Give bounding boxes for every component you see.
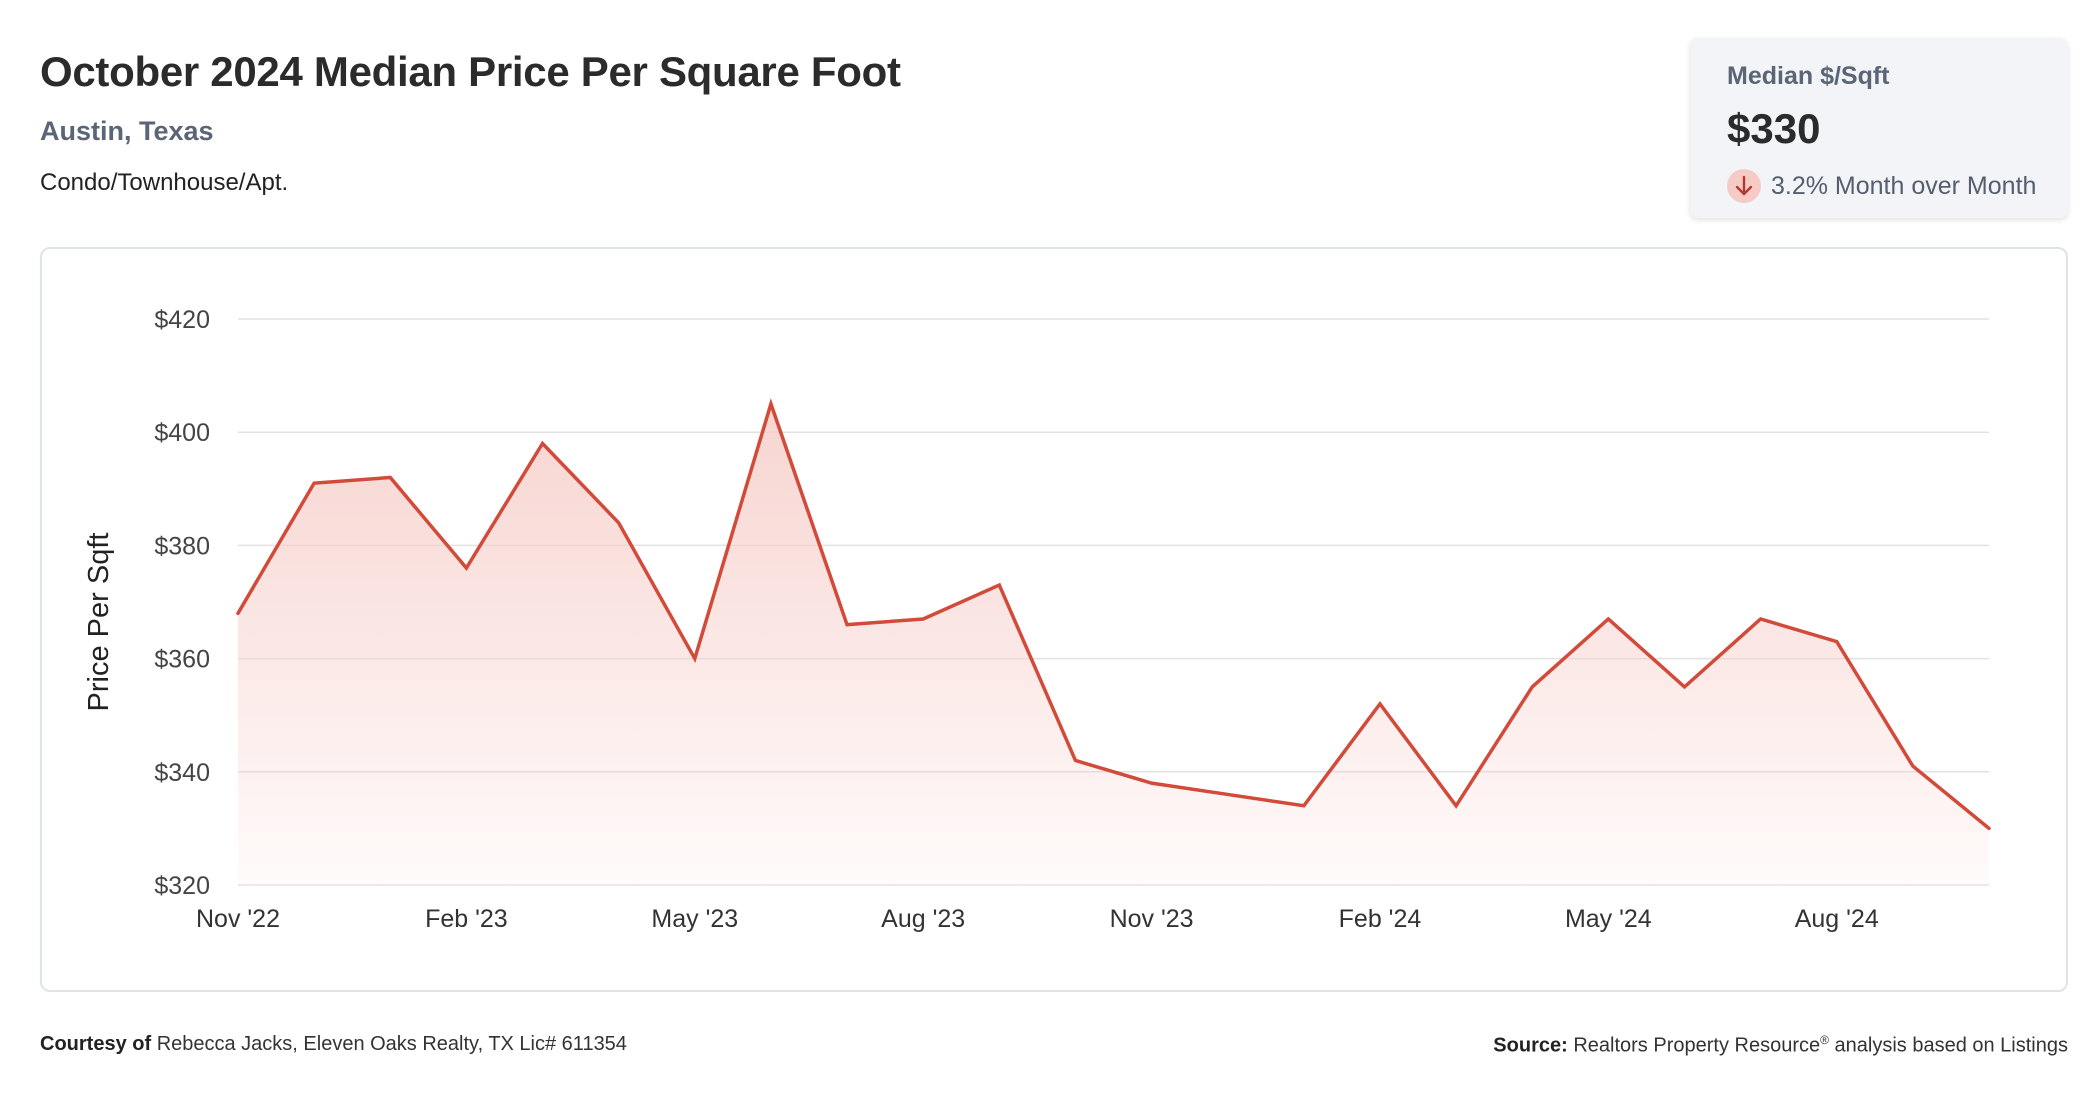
y-tick-label: $320	[154, 872, 210, 900]
data-point	[768, 401, 774, 407]
stat-change: 3.2% Month over Month	[1727, 169, 2068, 203]
data-point	[1225, 791, 1231, 797]
y-axis-label: Price Per Sqft	[83, 533, 115, 712]
data-point	[1910, 763, 1916, 769]
x-tick-label: Nov '23	[1110, 905, 1194, 933]
data-point	[1681, 684, 1687, 690]
chart-container: $320 $340 $360 $380 $400 $420 Nov '22 Feb '23 Ma…	[40, 247, 2068, 992]
y-tick-label: $420	[154, 306, 210, 334]
series-area	[238, 403, 1989, 885]
data-point	[387, 474, 393, 480]
data-point	[996, 582, 1002, 588]
data-point	[1072, 757, 1078, 763]
x-tick-label: Aug '23	[881, 905, 965, 933]
data-point	[1453, 803, 1459, 809]
y-tick-label: $340	[154, 759, 210, 787]
data-point	[1605, 616, 1611, 622]
price-per-sqft-chart: $320 $340 $360 $380 $400 $420 Nov '22 Feb '23 Ma…	[83, 306, 1992, 933]
x-tick-label: Nov '22	[196, 905, 280, 933]
x-tick-label: May '23	[651, 905, 738, 933]
courtesy-label: Courtesy of	[40, 1033, 152, 1055]
stat-change-text: 3.2% Month over Month	[1771, 171, 2037, 200]
registered-mark: ®	[1820, 1033, 1829, 1047]
data-point	[1986, 825, 1992, 831]
data-point	[463, 565, 469, 571]
data-point	[1377, 701, 1383, 707]
data-point	[1149, 780, 1155, 786]
data-point	[844, 622, 850, 628]
data-point	[1758, 616, 1764, 622]
x-tick-label: Feb '23	[425, 905, 508, 933]
data-point	[1834, 639, 1840, 645]
arrow-down-icon	[1727, 169, 1761, 203]
data-point	[235, 610, 241, 616]
data-point	[1529, 684, 1535, 690]
x-tick-label: Feb '24	[1339, 905, 1422, 933]
data-point	[311, 480, 317, 486]
x-tick-label: Aug '24	[1795, 905, 1879, 933]
property-type-label: Condo/Townhouse/Apt.	[40, 169, 289, 196]
data-point	[920, 616, 926, 622]
median-stat-card: Median $/Sqft $330 3.2% Month over Month	[1690, 38, 2068, 218]
source-label: Source:	[1493, 1034, 1568, 1057]
page-title: October 2024 Median Price Per Square Foo…	[40, 48, 901, 95]
data-point	[692, 656, 698, 662]
courtesy-footer: Courtesy of Rebecca Jacks, Eleven Oaks R…	[40, 1033, 627, 1056]
y-tick-label: $360	[154, 646, 210, 674]
source-name: Realtors Property Resource	[1573, 1034, 1821, 1057]
location-subtitle: Austin, Texas	[40, 116, 214, 146]
y-tick-label: $400	[154, 419, 210, 447]
header: October 2024 Median Price Per Square Foo…	[40, 48, 901, 197]
courtesy-text: Rebecca Jacks, Eleven Oaks Realty, TX Li…	[156, 1033, 627, 1055]
x-tick-label: May '24	[1565, 905, 1652, 933]
data-point	[1301, 803, 1307, 809]
y-tick-label: $380	[154, 532, 210, 560]
data-point	[540, 441, 546, 447]
stat-value: $330	[1727, 105, 1821, 152]
series-line	[236, 398, 1991, 831]
source-footer: Source: Realtors Property Resource® anal…	[1493, 1033, 2068, 1058]
source-text: analysis based on Listings	[1834, 1034, 2068, 1057]
stat-label: Median $/Sqft	[1727, 62, 1890, 90]
data-point	[616, 520, 622, 526]
